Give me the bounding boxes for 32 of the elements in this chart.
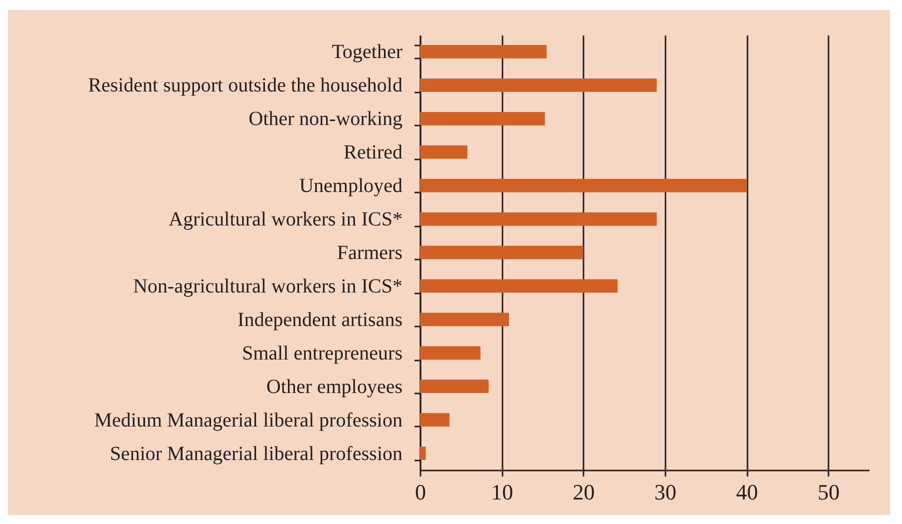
bar (420, 279, 618, 293)
bar (420, 112, 545, 126)
bar (420, 178, 747, 192)
bar (420, 145, 468, 159)
x-tick-label: 20 (572, 480, 595, 504)
bar (420, 212, 657, 226)
x-tick-label: 40 (736, 480, 758, 504)
y-tick-label: Senior Managerial liberal profession (110, 442, 402, 465)
y-tick-label: Medium Managerial liberal profession (94, 409, 402, 432)
y-tick-label: Independent artisans (238, 308, 403, 331)
x-tick-label: 30 (654, 480, 676, 504)
bar (420, 380, 489, 394)
y-tick-label: Other employees (266, 376, 403, 398)
y-tick-label: Resident support outside the household (88, 74, 402, 97)
x-tick-label: 50 (818, 480, 840, 504)
bar (420, 312, 509, 326)
bar (420, 78, 657, 92)
y-tick-label: Non-agricultural workers in ICS* (133, 275, 402, 298)
x-tick-label: 10 (491, 480, 514, 504)
bar (420, 413, 450, 426)
y-tick-label: Small entrepreneurs (242, 342, 403, 364)
x-tick-label: 0 (415, 480, 426, 504)
y-tick-label: Other non-working (248, 108, 402, 130)
y-tick-label: Retired (344, 142, 402, 164)
y-tick-label: Farmers (336, 242, 403, 264)
bar (420, 246, 584, 260)
y-tick-label: Unemployed (299, 175, 402, 198)
y-tick-label: Together (332, 41, 403, 64)
y-tick-label: Agricultural workers in ICS* (168, 208, 402, 231)
bar (420, 346, 480, 360)
bar (420, 446, 426, 460)
bar (420, 45, 547, 58)
